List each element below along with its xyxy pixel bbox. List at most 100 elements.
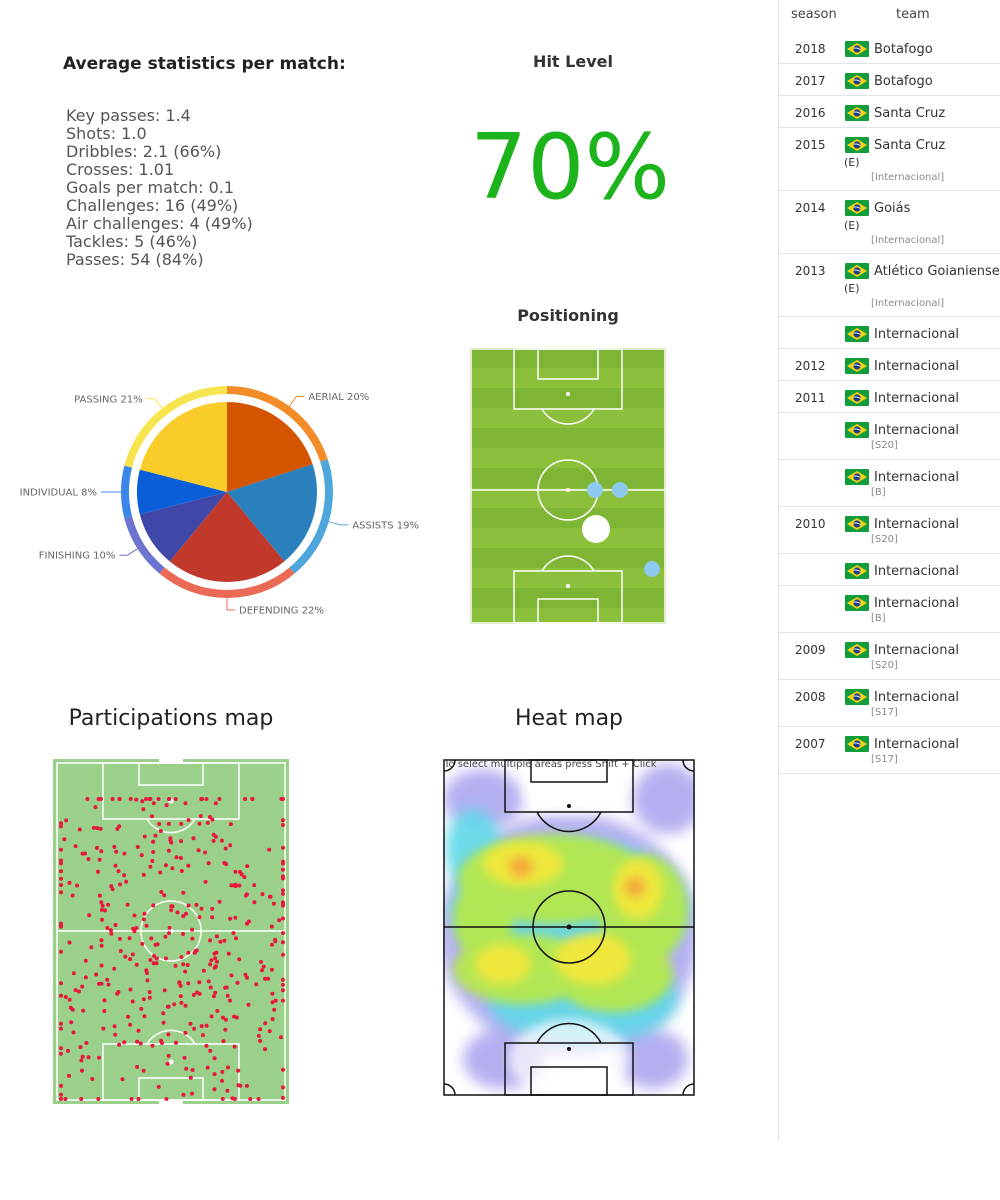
participation-dot xyxy=(281,823,285,827)
participation-dot xyxy=(184,911,188,916)
participation-dot xyxy=(151,961,156,966)
career-row[interactable]: 2017 Botafogo xyxy=(779,64,1000,96)
participation-dot xyxy=(161,1020,166,1025)
team-link[interactable]: Internacional xyxy=(874,359,960,374)
brazil-flag-icon xyxy=(845,422,869,438)
pie-slice[interactable] xyxy=(227,464,317,562)
team-link[interactable]: Internacional xyxy=(874,423,960,438)
participation-dot xyxy=(145,978,150,983)
participation-dot xyxy=(236,1068,241,1073)
participation-dot xyxy=(136,1028,141,1033)
team-link[interactable]: Internacional xyxy=(874,737,960,752)
team-link[interactable]: Internacional xyxy=(874,470,960,485)
team-link[interactable]: Internacional xyxy=(874,391,960,406)
participation-dot xyxy=(124,879,129,884)
career-row[interactable]: 2011 Internacional xyxy=(779,381,1000,413)
brazil-flag-icon xyxy=(845,469,869,485)
pie-slice[interactable] xyxy=(227,402,313,492)
brazil-flag-icon xyxy=(845,689,869,705)
participation-dot xyxy=(105,977,110,982)
career-row[interactable]: 2010 Internacional [S20] xyxy=(779,507,1000,554)
participation-dot xyxy=(179,955,184,960)
participation-dot xyxy=(169,904,174,909)
career-row[interactable]: 2015 Santa Cruz (E) [Internacional] xyxy=(779,128,1000,191)
career-row[interactable]: 2018 Botafogo xyxy=(779,32,1000,64)
team-link[interactable]: Botafogo xyxy=(874,42,933,57)
participation-dot xyxy=(70,893,75,898)
career-row[interactable]: Internacional [B] xyxy=(779,460,1000,507)
participation-dot xyxy=(190,1091,195,1096)
career-row[interactable]: Internacional [B] xyxy=(779,586,1000,633)
brazil-flag-icon xyxy=(845,516,869,532)
career-row[interactable]: Internacional [S20] xyxy=(779,413,1000,460)
participation-dot xyxy=(281,867,285,872)
participation-dot xyxy=(261,964,266,969)
pie-slice[interactable] xyxy=(137,469,227,515)
participation-dot xyxy=(59,861,63,866)
career-row[interactable]: 2016 Santa Cruz xyxy=(779,96,1000,128)
participation-dot xyxy=(59,883,63,887)
career-row[interactable]: 2007 Internacional [S17] xyxy=(779,727,1000,774)
team-note: [Internacional] xyxy=(871,235,945,246)
participation-dot xyxy=(183,969,188,974)
team-link[interactable]: Internacional xyxy=(874,643,960,658)
team-link[interactable]: Internacional xyxy=(874,564,960,579)
career-row[interactable]: Internacional xyxy=(779,317,1000,349)
participation-dot xyxy=(190,927,195,932)
participation-dot xyxy=(228,998,232,1003)
participation-dot xyxy=(212,1072,217,1077)
participation-dot xyxy=(114,849,119,854)
team-link[interactable]: Internacional xyxy=(874,596,960,611)
pie-label-connector xyxy=(119,548,138,556)
heat-map[interactable] xyxy=(443,759,695,1096)
pie-label: PASSING 21% xyxy=(74,394,143,405)
participation-dot xyxy=(59,869,63,874)
participation-dot xyxy=(144,797,148,801)
career-row[interactable]: 2012 Internacional xyxy=(779,349,1000,381)
participation-dot xyxy=(152,954,157,958)
participation-dot xyxy=(122,873,127,878)
team-link[interactable]: Santa Cruz xyxy=(874,106,946,121)
participation-dot xyxy=(232,1044,237,1049)
career-row[interactable]: 2009 Internacional [S20] xyxy=(779,633,1000,680)
panel-divider xyxy=(778,0,779,1140)
career-row[interactable]: Internacional xyxy=(779,554,1000,586)
participation-dot xyxy=(59,1083,63,1088)
team-link[interactable]: Santa Cruz xyxy=(874,138,946,153)
career-row[interactable]: 2013 Atlético Goianiense (E) [Internaciona… xyxy=(779,254,1000,317)
pie-slice[interactable] xyxy=(169,492,285,582)
participation-dot xyxy=(281,977,285,982)
participation-dot xyxy=(173,963,178,968)
participation-dot xyxy=(131,926,136,931)
participation-dot xyxy=(164,1097,169,1101)
participation-dot xyxy=(199,906,204,911)
career-row[interactable]: 2008 Internacional [S17] xyxy=(779,680,1000,727)
participations-map[interactable] xyxy=(53,759,289,1104)
participation-dot xyxy=(281,988,285,993)
participation-dot xyxy=(214,934,219,939)
career-row[interactable]: 2014 Goiás (E) [Internacional] xyxy=(779,191,1000,254)
team-link[interactable]: Goiás xyxy=(874,201,911,216)
participation-dot xyxy=(75,883,79,888)
brazil-flag-icon xyxy=(845,642,869,658)
participation-dot xyxy=(208,938,213,943)
team-link[interactable]: Atlético Goianiense xyxy=(874,264,1000,279)
stats-list: Key passes: 1.4 Shots: 1.0 Dribbles: 2.1 (… xyxy=(66,107,253,269)
stat-item: Air challenges: 4 (49%) xyxy=(66,214,253,233)
team-header[interactable]: team xyxy=(896,7,930,22)
pie-ring-segment xyxy=(124,386,227,468)
team-link[interactable]: Internacional xyxy=(874,517,960,532)
participation-dot xyxy=(99,963,104,968)
team-link[interactable]: Internacional xyxy=(874,327,960,342)
skills-pie-chart: AERIAL 20% ASSISTS 19% DEFENDING 22% FINISH… xyxy=(20,386,419,617)
loan-mark: (E) xyxy=(844,219,860,232)
pie-slice[interactable] xyxy=(139,492,227,562)
season-cell: 2014 xyxy=(795,201,826,215)
team-link[interactable]: Internacional xyxy=(874,690,960,705)
pie-slice[interactable] xyxy=(139,402,227,492)
participation-dot xyxy=(123,954,128,959)
stat-item: Dribbles: 2.1 (66%) xyxy=(66,142,222,161)
season-header[interactable]: season xyxy=(791,7,837,22)
participation-dot xyxy=(89,945,94,950)
team-link[interactable]: Botafogo xyxy=(874,74,933,89)
